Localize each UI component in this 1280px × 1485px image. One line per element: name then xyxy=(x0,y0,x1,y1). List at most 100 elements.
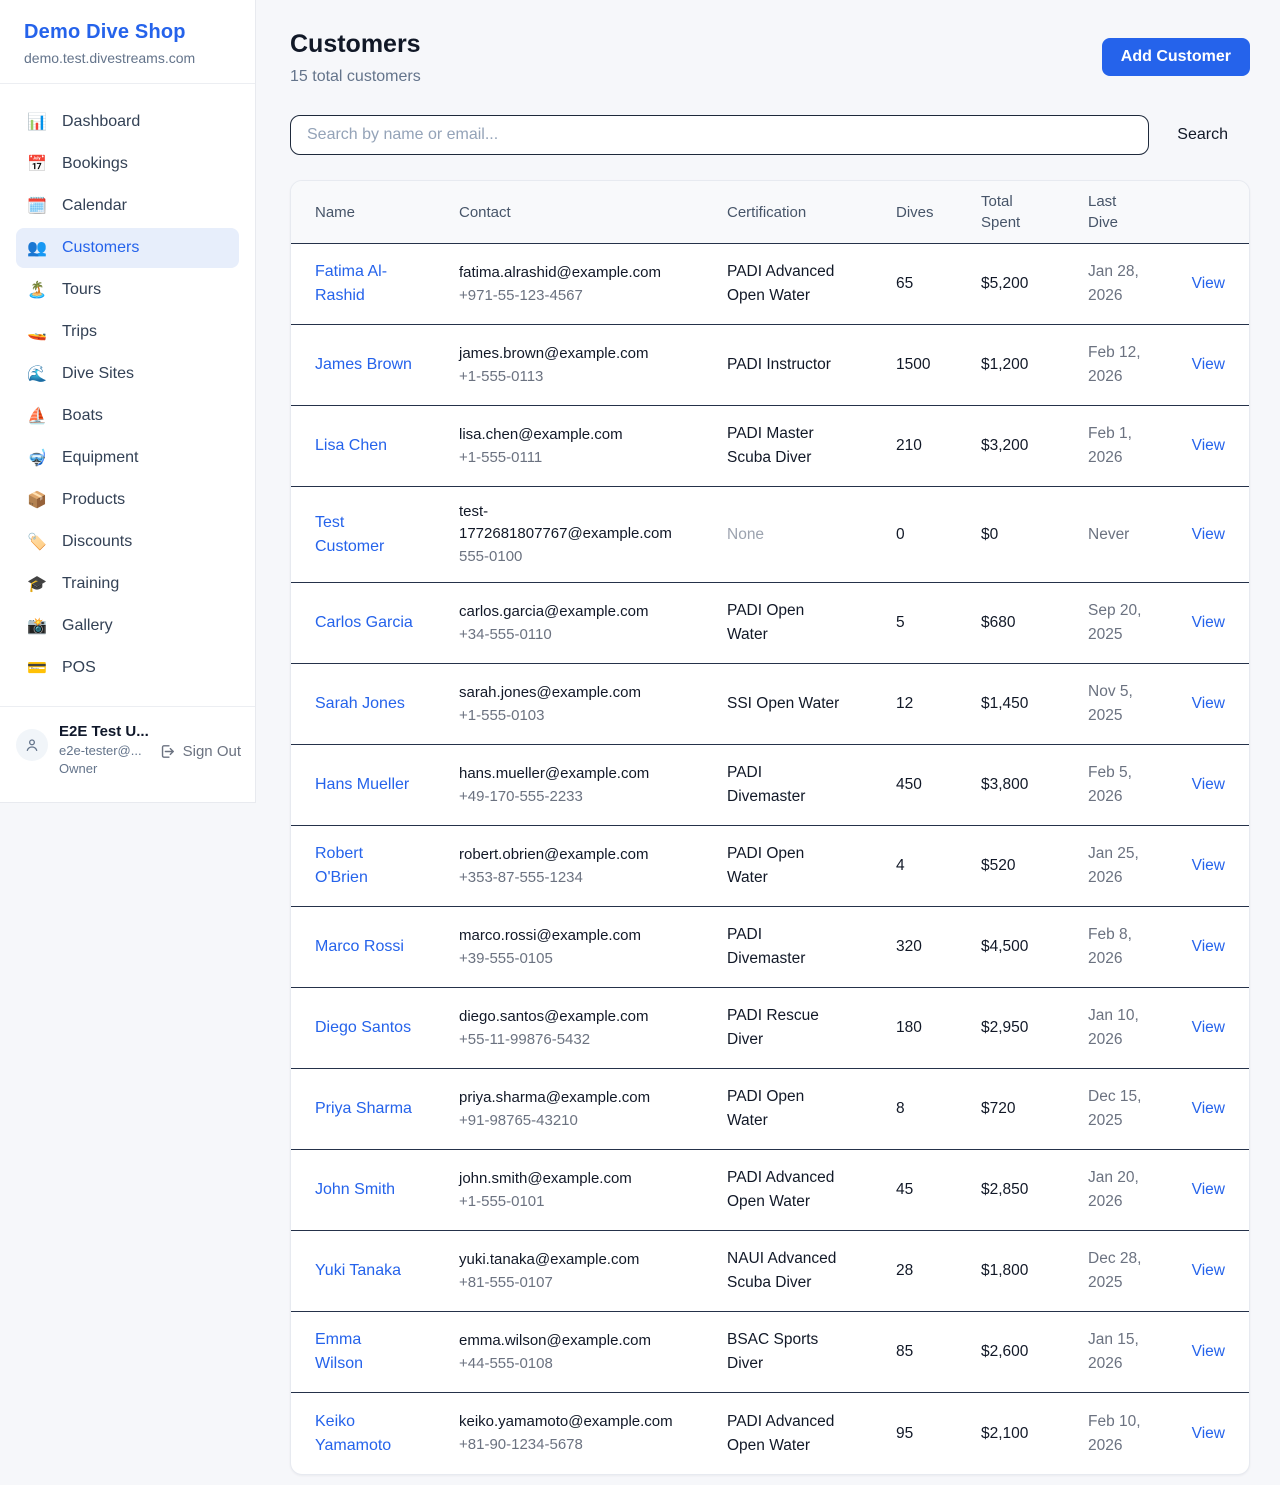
view-link[interactable]: View xyxy=(1191,1262,1225,1279)
customer-email: diego.santos@example.com xyxy=(459,1007,649,1025)
sign-out-label: Sign Out xyxy=(182,743,241,760)
sidebar-item-products[interactable]: 📦 Products xyxy=(16,480,239,520)
customer-name-link[interactable]: Priya Sharma xyxy=(315,1100,412,1117)
add-customer-button[interactable]: Add Customer xyxy=(1101,38,1250,76)
customer-last-dive: Feb 10, 2026 xyxy=(1088,1412,1141,1454)
brand-block: Demo Dive Shop demo.test.divestreams.com xyxy=(0,0,255,84)
customer-certification: PADI Divemaster xyxy=(727,926,806,967)
customer-name-link[interactable]: Marco Rossi xyxy=(315,938,404,955)
user-email: e2e-tester@... xyxy=(59,743,142,758)
customer-phone: +1-555-0113 xyxy=(459,367,544,385)
customer-total-spent: $3,200 xyxy=(981,437,1029,454)
view-link[interactable]: View xyxy=(1191,437,1225,454)
sidebar-item-dashboard[interactable]: 📊 Dashboard xyxy=(16,102,239,142)
customer-name-link[interactable]: James Brown xyxy=(315,356,412,373)
customer-total-spent: $1,800 xyxy=(981,1262,1029,1279)
column-header-name: Name xyxy=(315,203,356,221)
view-link[interactable]: View xyxy=(1191,275,1225,292)
customer-last-dive: Feb 5, 2026 xyxy=(1088,764,1132,805)
view-link[interactable]: View xyxy=(1191,1181,1225,1198)
customer-email: lisa.chen@example.com xyxy=(459,425,623,443)
table-row: Fatima Al-Rashid fatima.alrashid@example… xyxy=(291,244,1249,325)
customer-name-link[interactable]: Keiko Yamamoto xyxy=(315,1412,392,1454)
sidebar-item-pos[interactable]: 💳 POS xyxy=(16,648,239,688)
sidebar-item-dive-sites[interactable]: 🌊 Dive Sites xyxy=(16,354,239,394)
main-content: Customers 15 total customers Add Custome… xyxy=(290,30,1250,1475)
calendar-icon: 🗓️ xyxy=(27,198,47,215)
sidebar-item-label: Dashboard xyxy=(62,113,141,130)
sidebar-item-boats[interactable]: ⛵ Boats xyxy=(16,396,239,436)
table-row: James Brown james.brown@example.com +1-5… xyxy=(291,325,1249,406)
search-bar: Search xyxy=(290,115,1250,155)
tours-icon: 🏝️ xyxy=(27,282,47,299)
sidebar-item-label: POS xyxy=(62,659,96,676)
customer-certification: PADI Rescue Diver xyxy=(727,1007,819,1048)
discounts-icon: 🏷️ xyxy=(27,534,47,551)
view-link[interactable]: View xyxy=(1191,857,1225,874)
view-link[interactable]: View xyxy=(1191,356,1225,373)
search-button[interactable]: Search xyxy=(1149,126,1250,144)
view-link[interactable]: View xyxy=(1191,938,1225,955)
customer-phone: +1-555-0111 xyxy=(459,448,543,466)
sidebar-item-calendar[interactable]: 🗓️ Calendar xyxy=(16,186,239,226)
sidebar-item-tours[interactable]: 🏝️ Tours xyxy=(16,270,239,310)
view-link[interactable]: View xyxy=(1191,1424,1225,1442)
view-link[interactable]: View xyxy=(1191,1100,1225,1117)
customer-email: test-1772681807767@example.com xyxy=(459,503,672,542)
search-input[interactable] xyxy=(290,115,1150,155)
table-row: Hans Mueller hans.mueller@example.com +4… xyxy=(291,745,1249,826)
customer-total-spent: $1,450 xyxy=(981,695,1029,712)
customer-email: keiko.yamamoto@example.com xyxy=(459,1413,673,1430)
table-row: Priya Sharma priya.sharma@example.com +9… xyxy=(291,1069,1249,1150)
table-row: Emma Wilson emma.wilson@example.com +44-… xyxy=(291,1312,1249,1393)
customer-dives: 65 xyxy=(896,275,914,292)
customer-name-link[interactable]: Emma Wilson xyxy=(315,1331,364,1372)
customer-phone: +91-98765-43210 xyxy=(459,1111,578,1129)
customer-name-link[interactable]: Lisa Chen xyxy=(315,437,388,454)
customer-phone: +39-555-0105 xyxy=(459,949,553,967)
sidebar-item-label: Equipment xyxy=(62,449,139,466)
table-row: Yuki Tanaka yuki.tanaka@example.com +81-… xyxy=(291,1231,1249,1312)
customer-dives: 95 xyxy=(896,1424,914,1442)
customer-name-link[interactable]: Hans Mueller xyxy=(315,776,410,793)
customer-certification: SSI Open Water xyxy=(727,695,840,712)
customer-name-link[interactable]: Diego Santos xyxy=(315,1019,412,1036)
customer-name-link[interactable]: Robert O'Brien xyxy=(315,845,368,886)
customer-name-link[interactable]: John Smith xyxy=(315,1181,396,1198)
customer-certification: PADI Instructor xyxy=(727,356,831,373)
view-link[interactable]: View xyxy=(1191,1343,1225,1360)
customer-name-link[interactable]: Test Customer xyxy=(315,513,385,555)
view-link[interactable]: View xyxy=(1191,776,1225,793)
customer-name-link[interactable]: Carlos Garcia xyxy=(315,614,413,631)
column-header-dives: Dives xyxy=(896,203,934,221)
customer-last-dive: Feb 12, 2026 xyxy=(1088,344,1141,385)
view-link[interactable]: View xyxy=(1191,695,1225,712)
sidebar-item-label: Tours xyxy=(62,281,102,298)
shop-domain: demo.test.divestreams.com xyxy=(24,50,196,66)
sidebar-item-training[interactable]: 🎓 Training xyxy=(16,564,239,604)
customer-name-link[interactable]: Fatima Al-Rashid xyxy=(315,263,388,304)
sign-out-button[interactable]: Sign Out xyxy=(159,743,241,760)
sidebar-item-equipment[interactable]: 🤿 Equipment xyxy=(16,438,239,478)
customer-total-spent: $4,500 xyxy=(981,938,1029,955)
view-link[interactable]: View xyxy=(1191,525,1225,543)
customer-total-spent: $2,950 xyxy=(981,1019,1029,1036)
table-row: Test Customer test-1772681807767@example… xyxy=(291,487,1249,583)
customer-phone: +55-11-99876-5432 xyxy=(459,1030,591,1048)
view-link[interactable]: View xyxy=(1191,614,1225,631)
sidebar-item-discounts[interactable]: 🏷️ Discounts xyxy=(16,522,239,562)
customer-name-link[interactable]: Yuki Tanaka xyxy=(315,1262,401,1279)
bookings-icon: 📅 xyxy=(27,156,47,173)
customer-certification: PADI Master Scuba Diver xyxy=(727,425,814,466)
customer-name-link[interactable]: Sarah Jones xyxy=(315,695,405,712)
sidebar-item-label: Calendar xyxy=(62,197,127,214)
sidebar-item-gallery[interactable]: 📸 Gallery xyxy=(16,606,239,646)
sign-out-icon xyxy=(161,745,174,758)
view-link[interactable]: View xyxy=(1191,1019,1225,1036)
sidebar-item-bookings[interactable]: 📅 Bookings xyxy=(16,144,239,184)
sidebar-item-label: Boats xyxy=(62,407,103,424)
sidebar-item-customers[interactable]: 👥 Customers xyxy=(16,228,239,268)
sidebar-item-trips[interactable]: 🚤 Trips xyxy=(16,312,239,352)
customer-dives: 180 xyxy=(896,1019,922,1036)
customer-dives: 210 xyxy=(896,437,922,454)
